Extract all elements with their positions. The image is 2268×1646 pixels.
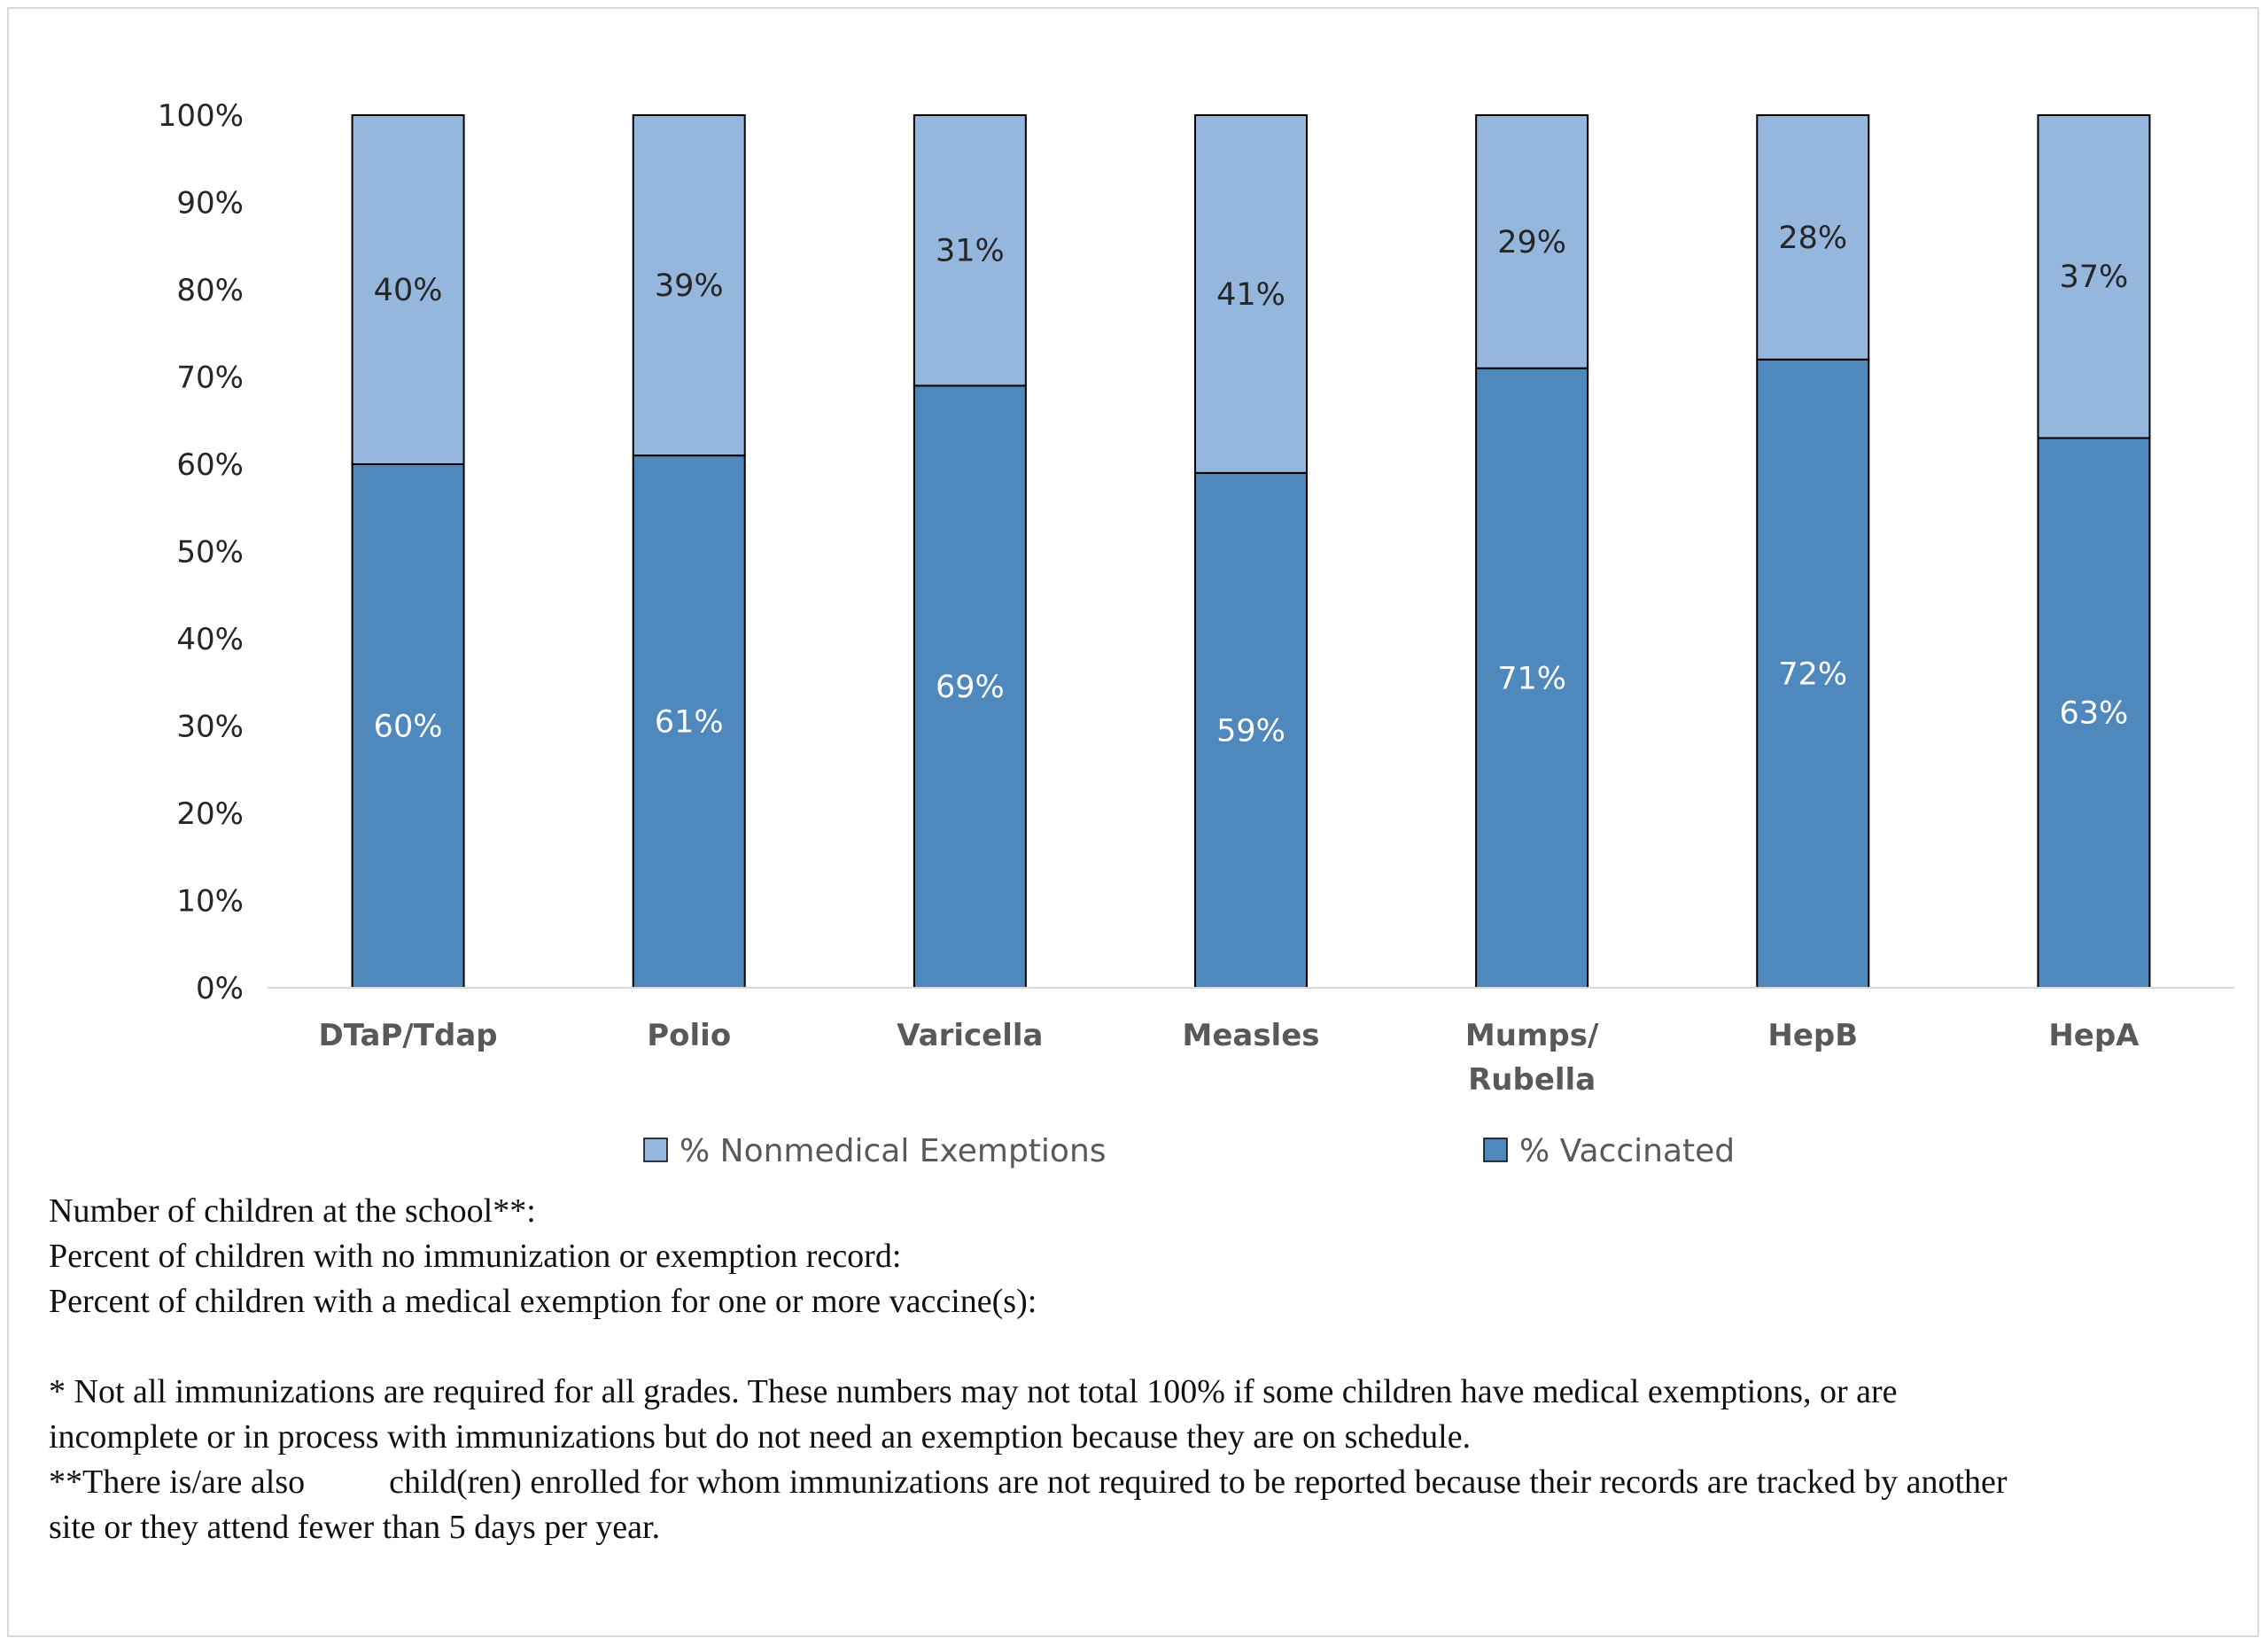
- data-label-exemptions-mumps-rubella: 29%: [1497, 225, 1566, 260]
- data-label-vaccinated-measles: 59%: [1216, 713, 1285, 749]
- footnote-2-start: **There is/are also: [49, 1464, 306, 1501]
- footnote-2-end: child(ren) enrolled for whom immunizatio…: [389, 1464, 2008, 1501]
- y-tick-label-70: 70%: [176, 361, 244, 396]
- note-no-record: Percent of children with no immunization…: [49, 1238, 902, 1275]
- bar-vaccinated-polio: [632, 454, 746, 989]
- data-label-exemptions-dtap-tdap: 40%: [374, 273, 443, 308]
- x-tick-label-dtap-tdap: DTaP/Tdap: [319, 1018, 498, 1053]
- bar-vaccinated-varicella: [913, 384, 1027, 990]
- y-tick-label-10: 10%: [176, 884, 244, 920]
- x-tick-label-varicella: Varicella: [897, 1018, 1043, 1053]
- y-tick-label-80: 80%: [176, 273, 244, 308]
- legend-swatch-nonmedical-exemptions: [643, 1137, 668, 1162]
- legend: % Nonmedical Exemptions % Vaccinated: [643, 1133, 1735, 1169]
- y-tick-label-0: 0%: [196, 971, 244, 1006]
- legend-swatch-vaccinated: [1483, 1137, 1508, 1162]
- x-tick-label-measles: Measles: [1182, 1018, 1319, 1053]
- bar-vaccinated-dtap-tdap: [351, 463, 465, 989]
- bar-vaccinated-measles: [1194, 471, 1308, 989]
- data-label-exemptions-varicella: 31%: [936, 234, 1005, 269]
- bar-exemptions-mumps-rubella: [1475, 114, 1589, 369]
- y-axis: 0% 10% 20% 30% 40% 50% 60% 70% 80% 90% 100%: [158, 98, 244, 1006]
- y-tick-label-50: 50%: [176, 535, 244, 571]
- y-tick-label-20: 20%: [176, 796, 244, 832]
- footnote-1-line-1: * Not all immunizations are required for…: [49, 1373, 1898, 1410]
- bar-exemptions-varicella: [913, 114, 1027, 387]
- bar-vaccinated-hepb: [1756, 358, 1870, 989]
- data-label-exemptions-hepa: 37%: [2060, 260, 2129, 295]
- bar-vaccinated-mumps-rubella: [1475, 367, 1589, 989]
- data-label-exemptions-polio: 39%: [655, 268, 724, 304]
- x-tick-label-polio: Polio: [647, 1018, 731, 1053]
- legend-label-vaccinated: % Vaccinated: [1519, 1133, 1735, 1169]
- bar-exemptions-hepa: [2037, 114, 2151, 439]
- note-children-count: Number of children at the school**:: [49, 1192, 536, 1230]
- bars: 60% 40% 61% 39% 69% 31% 59% 41% 71% 29% 72% 28% 63% 3…: [351, 114, 2151, 990]
- x-tick-label-hepa: HepA: [2048, 1018, 2140, 1053]
- x-tick-label-mumps-rubella: Mumps/Rubella: [1465, 1018, 1599, 1098]
- data-label-vaccinated-dtap-tdap: 60%: [374, 710, 443, 745]
- bar-exemptions-measles: [1194, 114, 1308, 474]
- x-axis: DTaP/Tdap Polio Varicella Measles Mumps/Rube…: [268, 987, 2234, 1098]
- y-tick-label-40: 40%: [176, 622, 244, 657]
- data-label-vaccinated-hepa: 63%: [2060, 696, 2129, 732]
- data-label-vaccinated-varicella: 69%: [936, 670, 1005, 705]
- y-tick-label-100: 100%: [158, 98, 244, 134]
- data-label-exemptions-measles: 41%: [1216, 277, 1285, 313]
- legend-label-nonmedical-exemptions: % Nonmedical Exemptions: [680, 1133, 1107, 1169]
- notes-section: Number of children at the school**: Perc…: [49, 1189, 2237, 1550]
- data-label-vaccinated-polio: 61%: [655, 705, 724, 741]
- footnote-1-line-2: incomplete or in process with immunizati…: [49, 1418, 1472, 1456]
- bar-exemptions-hepb: [1756, 114, 1870, 361]
- bar-exemptions-dtap-tdap: [351, 114, 465, 465]
- stacked-bar-chart: 0% 10% 20% 30% 40% 50% 60% 70% 80% 90% 100% 60% 40%…: [158, 98, 2234, 1169]
- note-medical-exemption: Percent of children with a medical exemp…: [49, 1283, 1037, 1320]
- y-tick-label-90: 90%: [176, 186, 244, 221]
- y-tick-label-60: 60%: [176, 447, 244, 483]
- data-label-vaccinated-mumps-rubella: 71%: [1497, 661, 1566, 696]
- x-tick-label-hepb: HepB: [1767, 1018, 1858, 1053]
- data-label-exemptions-hepb: 28%: [1778, 221, 1847, 256]
- bar-exemptions-polio: [632, 114, 746, 457]
- footnote-2-line-2: site or they attend fewer than 5 days pe…: [49, 1509, 661, 1546]
- y-tick-label-30: 30%: [176, 710, 244, 745]
- footnote-2-line-1: **There is/are also child(ren) enrolled f…: [49, 1460, 2237, 1505]
- data-label-vaccinated-hepb: 72%: [1778, 656, 1847, 692]
